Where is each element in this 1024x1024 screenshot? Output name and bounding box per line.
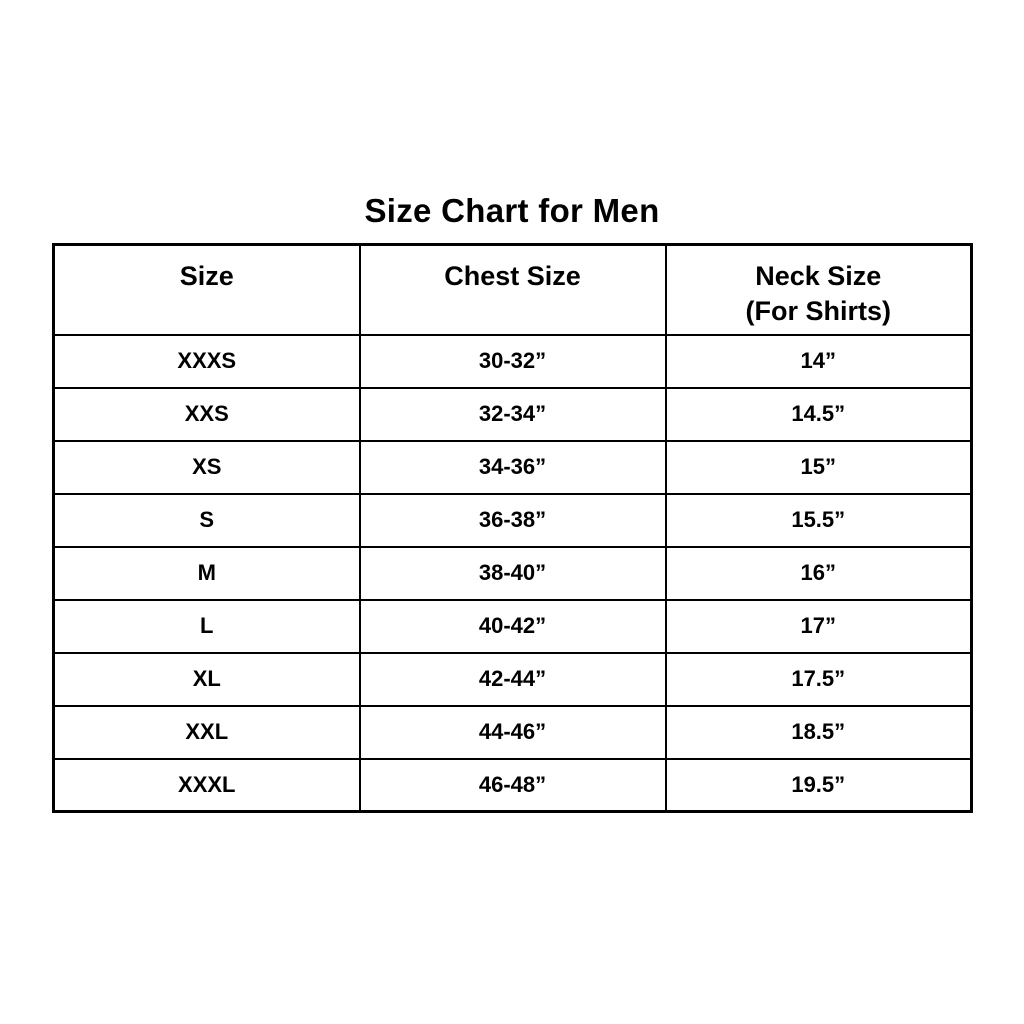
table-row: XXL 44-46” 18.5” — [52, 704, 973, 760]
cell-chest: 46-48” — [358, 757, 667, 813]
cell-neck: 16” — [664, 545, 973, 601]
cell-size: XXS — [52, 386, 361, 442]
cell-size: XL — [52, 651, 361, 707]
cell-chest: 38-40” — [358, 545, 667, 601]
cell-size: M — [52, 545, 361, 601]
cell-size: XXXS — [52, 333, 361, 389]
cell-chest: 40-42” — [358, 598, 667, 654]
cell-size: XS — [52, 439, 361, 495]
table-header: Size Chest Size Neck Size (For Shirts) — [52, 243, 973, 336]
cell-neck: 18.5” — [664, 704, 973, 760]
table-row: L 40-42” 17” — [52, 598, 973, 654]
size-chart-table: Size Chest Size Neck Size (For Shirts) X… — [52, 243, 973, 813]
cell-neck: 14” — [664, 333, 973, 389]
table-body: XXXS 30-32” 14” XXS 32-34” 14.5” XS 34-3… — [52, 333, 973, 813]
table-row: XXXS 30-32” 14” — [52, 333, 973, 389]
cell-neck: 17” — [664, 598, 973, 654]
column-header-neck-line1: Neck Size — [755, 261, 882, 291]
table-row: XXS 32-34” 14.5” — [52, 386, 973, 442]
page-title: Size Chart for Men — [364, 192, 660, 230]
column-header-neck-line2: (For Shirts) — [745, 296, 892, 327]
cell-size: L — [52, 598, 361, 654]
cell-chest: 44-46” — [358, 704, 667, 760]
cell-size: XXL — [52, 704, 361, 760]
column-header-chest: Chest Size — [358, 243, 667, 336]
table-row: XS 34-36” 15” — [52, 439, 973, 495]
cell-chest: 30-32” — [358, 333, 667, 389]
cell-neck: 17.5” — [664, 651, 973, 707]
cell-chest: 36-38” — [358, 492, 667, 548]
header-row: Size Chest Size Neck Size (For Shirts) — [52, 243, 973, 336]
cell-neck: 15.5” — [664, 492, 973, 548]
cell-size: XXXL — [52, 757, 361, 813]
column-header-size: Size — [52, 243, 361, 336]
cell-neck: 15” — [664, 439, 973, 495]
cell-chest: 32-34” — [358, 386, 667, 442]
table-row: S 36-38” 15.5” — [52, 492, 973, 548]
table-row: XL 42-44” 17.5” — [52, 651, 973, 707]
table-row: M 38-40” 16” — [52, 545, 973, 601]
table-row: XXXL 46-48” 19.5” — [52, 757, 973, 813]
cell-chest: 34-36” — [358, 439, 667, 495]
cell-neck: 14.5” — [664, 386, 973, 442]
cell-size: S — [52, 492, 361, 548]
cell-neck: 19.5” — [664, 757, 973, 813]
column-header-neck: Neck Size (For Shirts) — [664, 243, 973, 336]
cell-chest: 42-44” — [358, 651, 667, 707]
